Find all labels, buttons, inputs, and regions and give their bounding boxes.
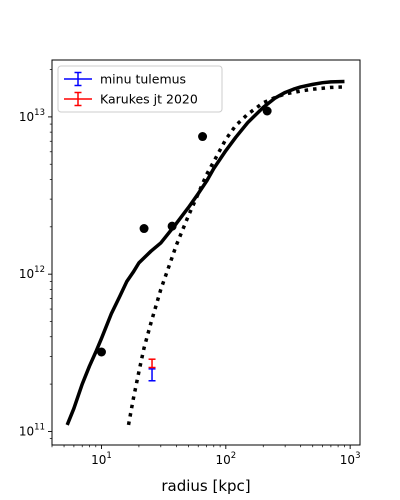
- data-point: [96, 347, 106, 357]
- series-line-dotted: [126, 85, 345, 426]
- legend-entry: Karukes jt 2020: [64, 92, 198, 107]
- error-bar-point: [148, 368, 156, 382]
- legend: minu tulemus Karukes jt 2020: [57, 65, 223, 113]
- x-axis-label: radius [kpc]: [161, 477, 250, 495]
- legend-entry: minu tulemus: [64, 72, 186, 87]
- plot-area: [65, 79, 345, 426]
- legend-label: Karukes jt 2020: [100, 92, 198, 107]
- legend-label: minu tulemus: [100, 72, 186, 87]
- x-tick-label: 102: [215, 451, 236, 467]
- legend-box: [57, 65, 223, 113]
- y-tick-label: 1011: [19, 422, 45, 438]
- data-point: [167, 221, 177, 231]
- axes-frame: [51, 59, 361, 446]
- y-tick-label: 1012: [19, 265, 45, 281]
- data-point: [139, 224, 149, 234]
- series-line-solid: [65, 79, 345, 426]
- y-tick-label: 1013: [19, 108, 45, 124]
- error-bar-point: [148, 358, 156, 369]
- x-tick-label: 103: [340, 451, 361, 467]
- x-tick-label: 101: [91, 451, 112, 467]
- data-point: [198, 132, 208, 142]
- data-point: [262, 106, 272, 116]
- y-axis: 1011 1012 1013: [19, 69, 52, 439]
- x-axis: 101 102 103: [51, 445, 361, 467]
